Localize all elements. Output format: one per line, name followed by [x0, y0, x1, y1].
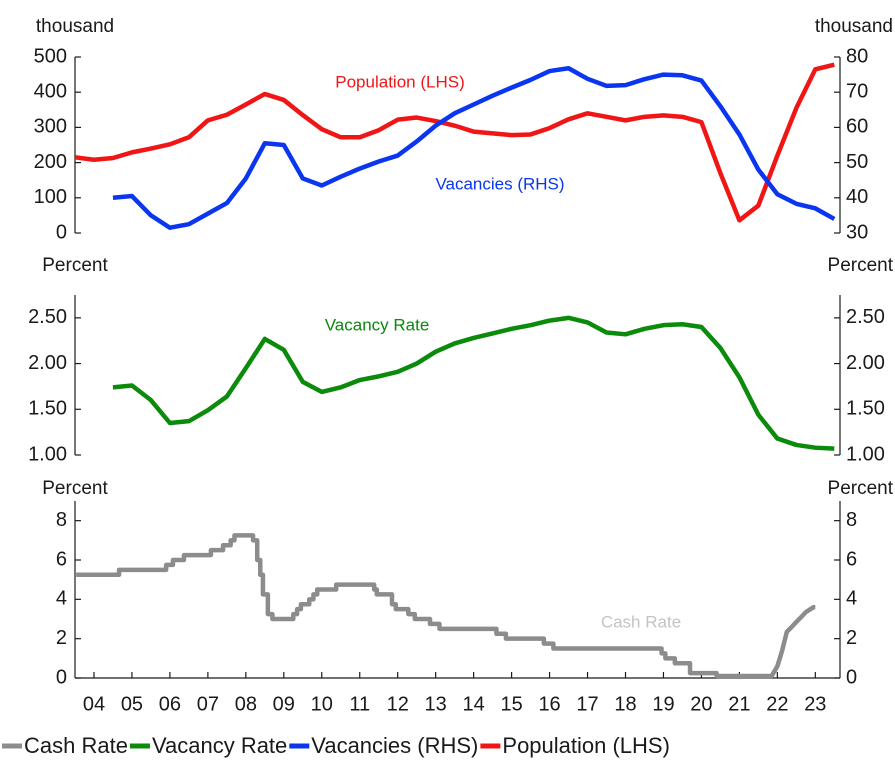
y-tick-label: 0: [56, 221, 67, 243]
y-tick-label: 300: [34, 116, 67, 138]
x-tick-label: 13: [425, 693, 447, 715]
x-tick-label: 21: [728, 693, 750, 715]
y2-tick-label: 2: [846, 627, 857, 649]
x-tick-label: 14: [463, 693, 485, 715]
y2-tick-label: 80: [846, 45, 868, 67]
y-tick-label: 2: [56, 627, 67, 649]
axis-title: Percent: [42, 478, 108, 499]
y-tick-label: 400: [34, 80, 67, 102]
y2-tick-label: 4: [846, 588, 857, 610]
y-tick-label: 2.50: [28, 306, 67, 328]
axis-title: Percent: [42, 255, 108, 276]
x-tick-label: 10: [311, 693, 333, 715]
y-tick-label: 200: [34, 151, 67, 173]
x-tick-label: 06: [159, 693, 181, 715]
y2-tick-label: 40: [846, 186, 868, 208]
y2-tick-label: 2.00: [846, 352, 885, 374]
y-tick-label: 500: [34, 45, 67, 67]
series-line: [76, 533, 816, 679]
y2-tick-label: 70: [846, 80, 868, 102]
y-tick-label: 8: [56, 509, 67, 531]
y2-tick-label: 0: [846, 666, 857, 688]
series-line: [112, 315, 835, 451]
y-tick-label: 1.00: [28, 443, 67, 465]
x-tick-label: 22: [766, 693, 788, 715]
y-tick-label: 2.00: [28, 352, 67, 374]
y-tick-label: 4: [56, 588, 67, 610]
series-line: [74, 62, 835, 223]
x-tick-label: 09: [273, 693, 295, 715]
y-tick-label: 6: [56, 548, 67, 570]
legend-label: Cash Rate: [24, 733, 128, 758]
annotation: Vacancy Rate: [325, 315, 430, 334]
y2-tick-label: 50: [846, 151, 868, 173]
y2-tick-label: 60: [846, 116, 868, 138]
y-tick-label: 1.50: [28, 398, 67, 420]
axis-title: Percent: [828, 478, 894, 499]
y2-tick-label: 30: [846, 221, 868, 243]
x-tick-label: 11: [349, 693, 370, 715]
legend-label: Vacancies (RHS): [311, 733, 478, 758]
y2-tick-label: 8: [846, 509, 857, 531]
axis-title: thousand: [815, 16, 893, 37]
x-tick-label: 15: [500, 693, 522, 715]
y-tick-label: 100: [34, 186, 67, 208]
x-tick-label: 04: [83, 693, 105, 715]
x-tick-label: 16: [538, 693, 560, 715]
y-tick-label: 0: [56, 666, 67, 688]
x-tick-label: 17: [576, 693, 598, 715]
x-tick-label: 05: [121, 693, 143, 715]
annotation: Cash Rate: [601, 612, 681, 631]
x-tick-label: 20: [690, 693, 712, 715]
y2-tick-label: 1.00: [846, 443, 885, 465]
y2-tick-label: 2.50: [846, 306, 885, 328]
x-tick-label: 08: [235, 693, 257, 715]
y2-tick-label: 1.50: [846, 398, 885, 420]
x-tick-label: 18: [614, 693, 636, 715]
x-tick-label: 19: [652, 693, 674, 715]
annotation: Vacancies (RHS): [435, 174, 564, 193]
axis-title: Percent: [828, 255, 894, 276]
axis-title: thousand: [36, 16, 114, 37]
legend-label: Population (LHS): [502, 733, 670, 758]
x-tick-label: 12: [387, 693, 409, 715]
annotation: Population (LHS): [335, 72, 464, 91]
series-line: [112, 66, 836, 230]
y2-tick-label: 6: [846, 548, 857, 570]
x-tick-label: 23: [804, 693, 826, 715]
x-tick-label: 07: [197, 693, 219, 715]
legend-label: Vacancy Rate: [152, 733, 287, 758]
